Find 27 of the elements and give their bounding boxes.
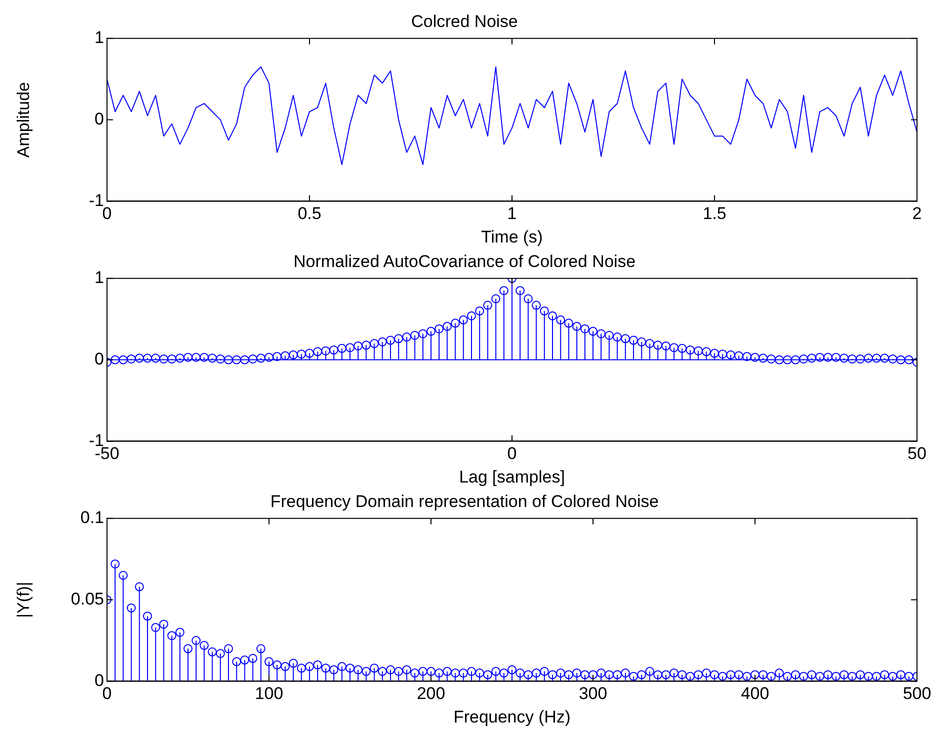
x-tick-label: 500	[902, 684, 932, 704]
x-axis-title: Frequency (Hz)	[453, 707, 571, 726]
y-tick-label: 1	[94, 268, 104, 288]
y-tick-label: 0	[94, 349, 104, 368]
y-axis-title: Amplitude	[14, 82, 33, 158]
y-tick-label: -1	[88, 190, 104, 210]
x-axis-title: Time (s)	[481, 227, 543, 246]
x-tick-label: 0.5	[298, 204, 322, 224]
chart-title: Normalized AutoCovariance of Colored Noise	[293, 252, 636, 271]
x-tick-label: 0	[507, 444, 517, 464]
y-tick-label: 0.1	[80, 508, 104, 528]
x-tick-label: 1	[507, 204, 517, 224]
x-tick-label: 2	[912, 204, 922, 224]
y-axis-title: |Y(f)|	[14, 582, 33, 618]
chart-title: Colcred Noise	[411, 12, 518, 31]
x-tick-label: 1.5	[702, 204, 726, 224]
x-tick-label: 400	[740, 684, 770, 704]
chart-title: Frequency Domain representation of Colored Noise	[270, 492, 659, 511]
x-tick-label: 50	[908, 444, 926, 464]
y-tick-label: 0	[94, 109, 104, 128]
y-tick-label: 1	[94, 28, 104, 48]
x-tick-label: 100	[254, 684, 284, 704]
y-tick-label: 0	[94, 670, 104, 690]
x-tick-label: 200	[416, 684, 446, 704]
y-tick-label: 0.05	[70, 589, 104, 608]
x-tick-label: 300	[578, 684, 608, 704]
x-axis-title: Lag [samples]	[459, 467, 565, 486]
